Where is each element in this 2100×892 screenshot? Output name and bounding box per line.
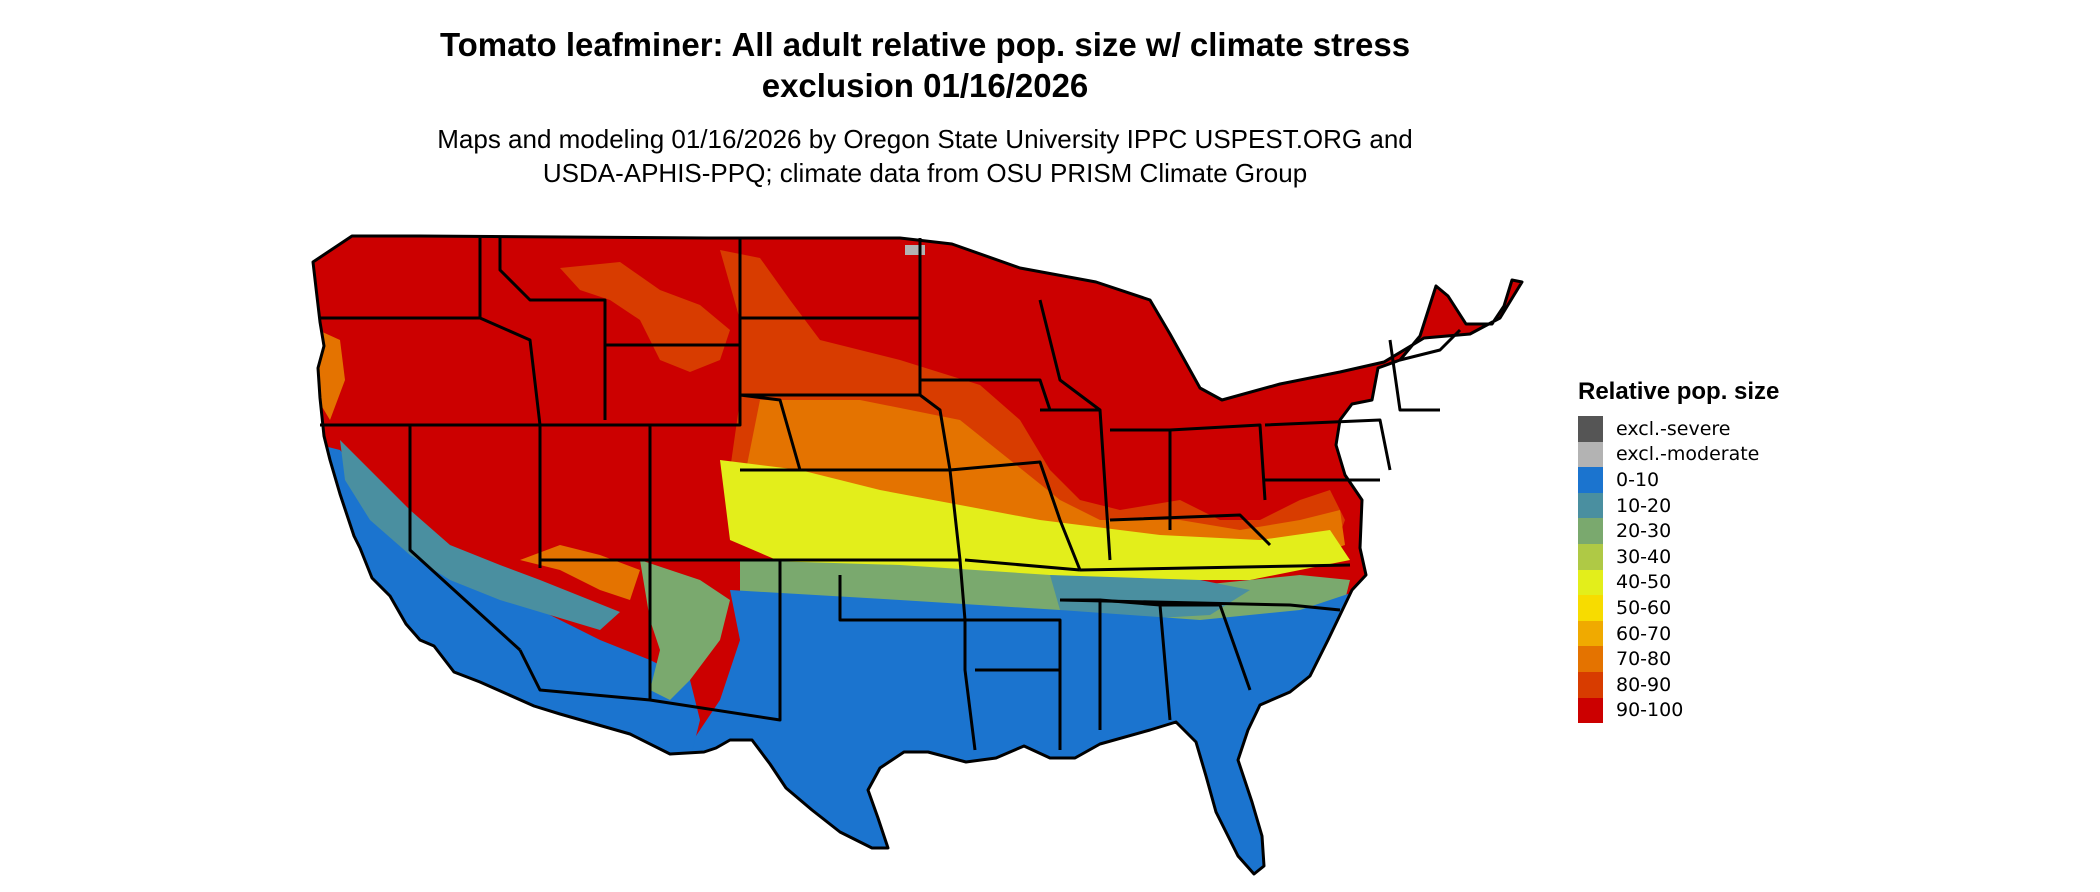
legend-swatch [1578, 518, 1603, 544]
legend-swatch [1578, 467, 1603, 493]
legend-swatch [1578, 671, 1603, 698]
new-york-border [1388, 339, 1440, 412]
tennessee-south-border [1059, 598, 1341, 612]
arizona-border [518, 560, 652, 702]
legend-swatch [1578, 595, 1603, 621]
legend-item: 10-20 [1578, 492, 1779, 519]
utah-border [540, 423, 652, 562]
kentucky-border [1109, 513, 1272, 547]
zone-10-20-west [340, 440, 620, 630]
legend-item: 60-70 [1578, 620, 1779, 647]
legend-label: 0-10 [1616, 468, 1660, 491]
zone-70-80-coast [318, 330, 345, 420]
legend-label: excl.-severe [1616, 417, 1731, 440]
legend-swatch [1578, 492, 1603, 519]
legend-item: 50-60 [1578, 595, 1779, 621]
legend-item: 40-50 [1578, 569, 1779, 596]
georgia-border [1160, 603, 1252, 691]
louisiana-border [975, 668, 1062, 750]
state-boundaries [311, 234, 1524, 876]
legend-item: excl.-severe [1578, 416, 1779, 442]
idaho-border [478, 238, 542, 426]
zone-0-10-south [680, 590, 1370, 874]
new-mexico-border [649, 558, 782, 722]
legend: Relative pop. size excl.-severe excl.-mod… [1578, 378, 1780, 724]
legend-item: 70-80 [1578, 646, 1779, 672]
legend-label: 50-60 [1616, 596, 1672, 619]
legend-item: 20-30 [1578, 518, 1779, 544]
new-england-border [1399, 328, 1462, 362]
zone-20-30-southwest [640, 560, 730, 700]
zone-40-50 [720, 460, 1350, 580]
zone-excl-moderate [905, 245, 925, 255]
wisconsin-border [1038, 299, 1101, 412]
map-title-line-2: exclusion 01/16/2026 [761, 67, 1089, 104]
legend-item: 30-40 [1578, 543, 1779, 570]
arkansas-north-border [964, 558, 1081, 572]
legend-item: 0-10 [1578, 467, 1779, 493]
missouri-border [949, 460, 1082, 571]
pennsylvania-border [1264, 418, 1392, 471]
legend-swatch [1578, 441, 1603, 468]
iowa-north-border [920, 378, 1052, 411]
illinois-border [1040, 408, 1112, 561]
nevada-california-border [408, 425, 522, 652]
legend-label: 70-80 [1616, 648, 1672, 671]
legend-label: 40-50 [1616, 571, 1672, 594]
legend-label: 30-40 [1616, 545, 1672, 568]
legend-items: excl.-severe excl.-moderate 0-10 10-20 20-30… [1578, 416, 1779, 724]
legend-item: 90-100 [1578, 697, 1779, 724]
legend-swatch [1578, 416, 1603, 442]
texas-border [840, 618, 977, 751]
legend-swatch [1578, 569, 1603, 596]
map-subtitle-line-1: Maps and modeling 01/16/2026 by Oregon S… [437, 124, 1413, 154]
legend-swatch [1578, 646, 1603, 672]
legend-label: 60-70 [1616, 622, 1672, 645]
legend-label: 80-90 [1616, 673, 1672, 696]
ohio-border [1169, 423, 1267, 501]
legend-label: 10-20 [1616, 494, 1672, 517]
map-title: Tomato leafminer: All adult relative pop… [0, 24, 1850, 106]
legend-swatch [1578, 543, 1603, 570]
nebraska-border [740, 393, 952, 471]
us-outline [311, 234, 1524, 876]
legend-item: 80-90 [1578, 671, 1779, 698]
legend-item: excl.-moderate [1578, 441, 1779, 468]
map-subtitle: Maps and modeling 01/16/2026 by Oregon S… [0, 122, 1850, 190]
legend-swatch [1578, 620, 1603, 647]
map-subtitle-line-2: USDA-APHIS-PPQ; climate data from OSU PR… [542, 158, 1308, 188]
legend-label: 90-100 [1616, 699, 1684, 722]
legend-title: Relative pop. size [1578, 378, 1780, 405]
tennessee-north-border [1079, 563, 1351, 572]
legend-label: 20-30 [1616, 520, 1672, 543]
legend-swatch [1578, 697, 1603, 724]
montana-border [498, 238, 607, 345]
map-title-line-1: Tomato leafminer: All adult relative pop… [439, 26, 1411, 63]
legend-label: excl.-moderate [1616, 443, 1760, 466]
